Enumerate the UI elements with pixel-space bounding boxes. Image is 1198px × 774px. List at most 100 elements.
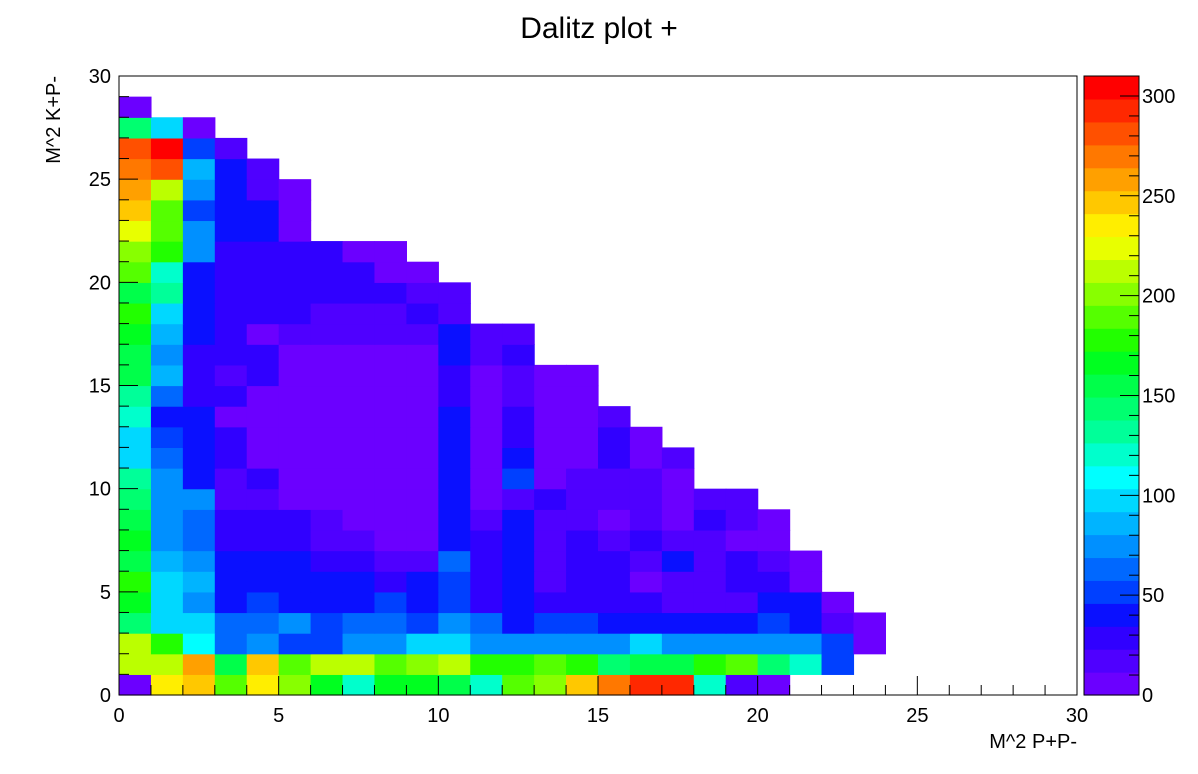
heatmap-cell (278, 591, 312, 614)
heatmap-cell (150, 447, 184, 469)
heatmap-cell (310, 571, 344, 593)
heatmap-cell (470, 509, 503, 531)
heatmap-cell (214, 447, 248, 469)
heatmap-cell (534, 426, 567, 448)
heatmap-cell (693, 591, 727, 614)
heatmap-cell (534, 612, 567, 634)
heatmap-cell (150, 117, 184, 139)
heatmap-cell (725, 653, 759, 675)
heatmap-cell (342, 323, 376, 345)
heatmap-cell (502, 529, 535, 552)
heatmap-cell (566, 488, 599, 510)
heatmap-cell (278, 220, 312, 242)
heatmap-cell (214, 674, 248, 696)
heatmap-cell (214, 261, 248, 283)
heatmap-cell (246, 364, 280, 387)
heatmap-cell (214, 158, 248, 180)
heatmap-cell (119, 282, 152, 304)
heatmap-cell (278, 261, 312, 283)
heatmap-cell (789, 612, 823, 634)
heatmap-cell (661, 571, 695, 593)
heatmap-cell (246, 282, 280, 304)
heatmap-cell (757, 550, 791, 572)
heatmap-cell (246, 158, 280, 180)
heatmap-cell (342, 385, 376, 407)
heatmap-cell (246, 550, 280, 572)
x-tick-label: 10 (427, 705, 449, 727)
heatmap-cell (310, 302, 344, 325)
heatmap-cell (470, 426, 503, 448)
heatmap-cell (150, 241, 184, 263)
heatmap-cell (757, 529, 791, 552)
x-tick-label: 20 (747, 705, 769, 727)
y-tick-label: 15 (89, 376, 111, 398)
heatmap-cell (150, 158, 184, 180)
heatmap-cell (214, 406, 248, 428)
heatmap-cell (342, 633, 376, 655)
heatmap-cell (310, 488, 344, 510)
color-scale-swatch (1084, 672, 1139, 696)
heatmap-cell (246, 447, 280, 469)
heatmap-cell (182, 426, 216, 448)
heatmap-cell (278, 302, 312, 325)
heatmap-cell (470, 447, 503, 469)
color-scale-tick-label: 100 (1142, 485, 1175, 507)
heatmap-cell (598, 468, 631, 490)
heatmap-cell (629, 488, 663, 510)
heatmap-cell (342, 302, 376, 325)
heatmap-cell (406, 282, 439, 304)
heatmap-cell (502, 612, 535, 634)
heatmap-cell (119, 199, 152, 222)
heatmap-cell (119, 302, 152, 325)
heatmap-cell (119, 591, 152, 614)
heatmap-cell (182, 323, 216, 345)
heatmap-cell (182, 406, 216, 428)
heatmap-cell (693, 550, 727, 572)
heatmap-cell (566, 406, 599, 428)
heatmap-cell (534, 468, 567, 490)
heatmap-cell (438, 633, 471, 655)
color-scale-swatch (1084, 259, 1139, 283)
heatmap-cell (278, 282, 312, 304)
heatmap-cell (566, 591, 599, 614)
heatmap-cell (661, 509, 695, 531)
heatmap-cell (757, 591, 791, 614)
heatmap-cell (725, 633, 759, 655)
heatmap-cell (406, 261, 439, 283)
heatmap-cell (278, 385, 312, 407)
color-scale-swatch (1084, 328, 1139, 352)
heatmap-cell (374, 385, 407, 407)
heatmap-cell (342, 282, 376, 304)
heatmap-cell (119, 261, 152, 283)
heatmap-cell (502, 488, 535, 510)
heatmap-cell (438, 550, 471, 572)
heatmap-cell (438, 364, 471, 387)
heatmap-cell (119, 571, 152, 593)
heatmap-cell (789, 550, 823, 572)
heatmap-cell (310, 674, 344, 696)
color-scale-swatch (1084, 580, 1139, 604)
heatmap-cell (214, 323, 248, 345)
heatmap-cell (438, 406, 471, 428)
heatmap-cell (598, 571, 631, 593)
heatmap-cell (598, 406, 631, 428)
heatmap-cell (629, 612, 663, 634)
heatmap-cell (438, 282, 471, 304)
heatmap-cell (438, 509, 471, 531)
heatmap-cell (342, 261, 376, 283)
heatmap-cell (757, 509, 791, 531)
heatmap-cell (374, 633, 407, 655)
heatmap-cell (406, 385, 439, 407)
heatmap-cell (150, 529, 184, 552)
y-tick-label: 20 (89, 272, 111, 294)
heatmap-cell (150, 179, 184, 201)
heatmap-cell (534, 591, 567, 614)
color-scale-tick-label: 0 (1142, 685, 1153, 707)
heatmap-cell (214, 179, 248, 201)
heatmap-cell (534, 364, 567, 387)
heatmap-cell (821, 591, 855, 614)
x-tick-label: 15 (587, 705, 609, 727)
y-axis-label: M^2 K+P- (43, 76, 65, 164)
color-scale-swatch (1084, 305, 1139, 329)
heatmap-cell (757, 633, 791, 655)
